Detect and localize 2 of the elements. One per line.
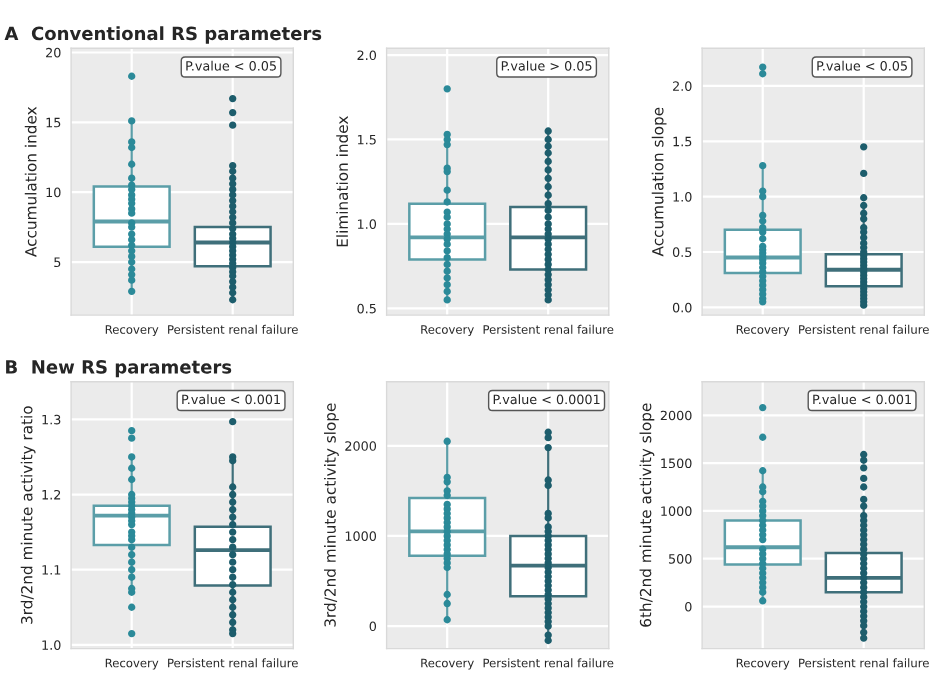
chart-title: B New RS parameters bbox=[6, 360, 232, 378]
chart-title: A Conventional RS parameters bbox=[4, 26, 322, 44]
